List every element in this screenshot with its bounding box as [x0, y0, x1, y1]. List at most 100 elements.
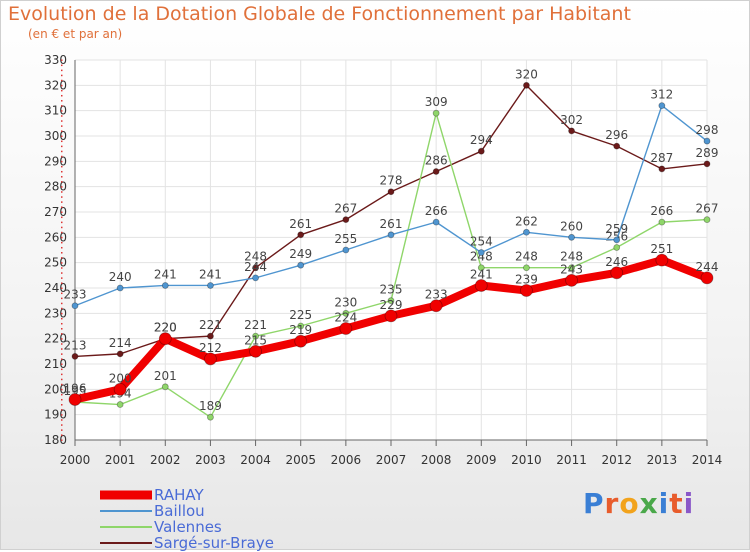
- legend-item-valennes: Valennes: [100, 518, 360, 536]
- data-label-valennes: 189: [199, 399, 222, 413]
- y-minor-tick: [61, 231, 63, 234]
- data-point-sarge-sur-braye: [613, 142, 621, 150]
- data-point-sarge-sur-braye: [658, 165, 666, 173]
- y-minor-tick: [61, 328, 63, 330]
- y-minor-tick: [61, 94, 63, 97]
- data-label-sarge-sur-braye: 320: [515, 67, 538, 81]
- data-label-sarge-sur-braye: 278: [380, 174, 403, 188]
- data-label-rahay: 196: [64, 381, 87, 395]
- y-minor-tick: [61, 241, 63, 244]
- data-label-valennes: 230: [334, 295, 357, 309]
- data-label-rahay: 251: [650, 242, 673, 256]
- data-point-valennes: [116, 401, 124, 408]
- legend-swatch: [100, 526, 152, 528]
- data-point-rahay: [474, 279, 488, 292]
- data-point-sarge-sur-braye: [387, 188, 395, 196]
- data-label-baillou: 249: [289, 247, 312, 261]
- y-minor-tick: [61, 191, 63, 193]
- data-point-baillou: [252, 274, 259, 282]
- y-minor-tick: [61, 236, 63, 239]
- y-minor-tick: [61, 186, 63, 188]
- data-point-sarge-sur-braye: [71, 352, 79, 360]
- data-point-valennes: [161, 383, 169, 391]
- data-label-baillou: 259: [605, 222, 628, 236]
- data-point-valennes: [432, 109, 440, 117]
- y-minor-tick: [61, 120, 63, 122]
- y-minor-tick: [61, 257, 63, 259]
- y-minor-tick: [61, 333, 63, 335]
- data-point-sarge-sur-braye: [342, 216, 350, 224]
- data-point-valennes: [342, 309, 350, 317]
- y-minor-tick: [61, 226, 63, 229]
- x-tick-label: 2006: [331, 453, 362, 467]
- y-minor-tick: [61, 363, 63, 365]
- data-point-baillou: [568, 233, 575, 241]
- y-minor-tick: [61, 246, 63, 249]
- y-minor-tick: [61, 140, 63, 143]
- data-label-valennes: 248: [515, 250, 538, 264]
- x-tick-label: 2008: [421, 453, 452, 467]
- x-tick-label: 2003: [195, 453, 226, 467]
- data-point-sarge-sur-braye: [297, 231, 305, 239]
- data-label-baillou: 260: [560, 219, 583, 233]
- data-label-baillou: 266: [425, 204, 448, 218]
- data-label-rahay: 215: [244, 333, 267, 347]
- data-point-sarge-sur-braye: [116, 350, 124, 358]
- y-minor-tick: [61, 378, 63, 381]
- data-label-baillou: 298: [696, 123, 719, 137]
- y-minor-tick: [61, 388, 63, 391]
- data-label-sarge-sur-braye: 214: [109, 336, 132, 350]
- y-tick-label: 250: [44, 256, 67, 270]
- data-label-valennes: 248: [470, 250, 493, 264]
- y-minor-tick: [61, 100, 63, 102]
- legend-item-sarge-sur-braye: Sargé-sur-Braye: [100, 534, 360, 552]
- data-point-valennes: [658, 218, 666, 226]
- data-point-rahay: [158, 332, 172, 346]
- data-point-sarge-sur-braye: [568, 127, 575, 135]
- y-minor-tick: [61, 69, 63, 72]
- y-minor-tick: [61, 297, 63, 300]
- y-minor-tick: [61, 424, 63, 426]
- data-label-rahay: 243: [560, 262, 583, 276]
- data-label-valennes: 309: [425, 95, 448, 109]
- data-point-rahay: [113, 382, 127, 396]
- y-minor-tick: [61, 282, 63, 284]
- data-label-baillou: 261: [380, 217, 403, 231]
- y-minor-tick: [61, 170, 63, 173]
- data-label-baillou: 254: [470, 235, 493, 249]
- data-label-valennes: 266: [650, 204, 673, 218]
- y-tick-label: 190: [44, 408, 67, 422]
- data-label-sarge-sur-braye: 302: [560, 113, 583, 127]
- y-minor-tick: [61, 79, 63, 82]
- y-minor-tick: [61, 74, 63, 77]
- y-minor-tick: [61, 358, 63, 360]
- data-label-sarge-sur-braye: 221: [199, 318, 222, 332]
- y-minor-tick: [61, 414, 63, 416]
- data-label-sarge-sur-braye: 248: [244, 250, 267, 264]
- data-point-baillou: [703, 137, 711, 145]
- logo-letter: i: [658, 487, 670, 520]
- data-label-sarge-sur-braye: 213: [64, 338, 87, 352]
- data-label-sarge-sur-braye: 289: [696, 146, 719, 160]
- y-tick-label: 260: [44, 230, 67, 244]
- y-minor-tick: [61, 353, 63, 355]
- legend-label: RAHAY: [154, 486, 204, 504]
- legend-swatch: [100, 510, 152, 512]
- x-tick-label: 2005: [285, 453, 316, 467]
- data-label-baillou: 255: [334, 232, 357, 246]
- y-minor-tick: [61, 338, 63, 340]
- data-point-baillou: [342, 246, 350, 254]
- x-tick-label: 2004: [240, 453, 271, 467]
- data-point-rahay: [384, 309, 398, 323]
- line-chart: 180 190 200 210 220 230 240 250 260 270 280 290 300 3…: [44, 53, 722, 467]
- data-label-baillou: 312: [650, 88, 673, 102]
- data-point-baillou: [523, 228, 530, 236]
- data-point-rahay: [565, 273, 578, 287]
- x-tick-label: 2002: [150, 453, 181, 467]
- data-point-valennes: [613, 244, 621, 251]
- y-minor-tick: [61, 206, 63, 208]
- data-point-rahay: [655, 253, 669, 267]
- data-label-sarge-sur-braye: 286: [425, 153, 448, 167]
- y-minor-tick: [61, 155, 63, 158]
- y-minor-tick: [61, 419, 63, 421]
